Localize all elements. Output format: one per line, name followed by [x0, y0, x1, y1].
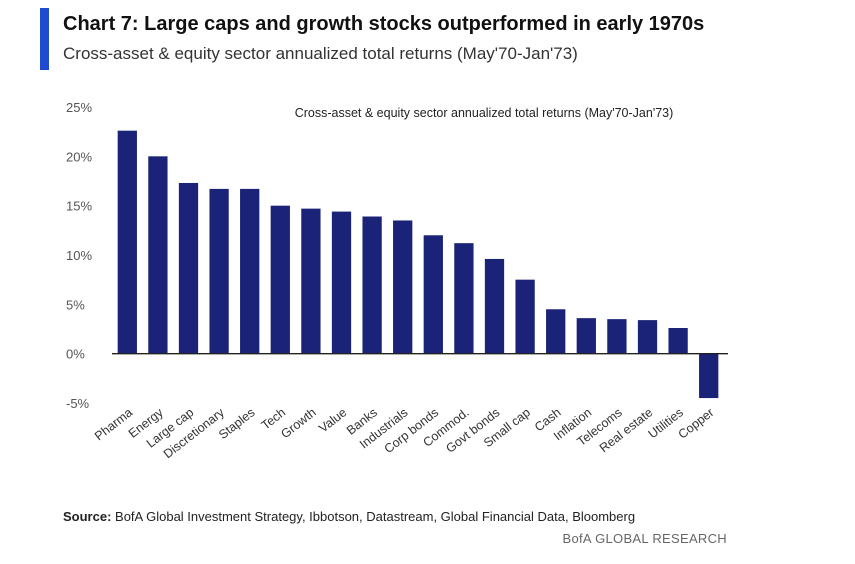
bar: [117, 130, 137, 354]
bar: [668, 328, 688, 354]
y-tick-label: 25%: [66, 100, 92, 115]
bar: [209, 188, 229, 354]
y-tick-label: 10%: [66, 248, 92, 263]
bar: [393, 220, 413, 354]
source-note: Source: BofA Global Investment Strategy,…: [63, 509, 635, 524]
bar: [270, 205, 290, 354]
bar: [576, 318, 596, 354]
bar: [484, 258, 505, 354]
bar: [423, 235, 443, 354]
x-tick-label: Growth: [278, 405, 318, 441]
y-tick-label: 0%: [66, 347, 85, 362]
bar: [148, 156, 168, 354]
bar: [546, 309, 566, 354]
bar: [301, 208, 321, 354]
bar: [515, 279, 535, 354]
x-tick-label: Copper: [676, 405, 717, 441]
bar: [637, 320, 658, 354]
x-tick-label: Pharma: [92, 405, 135, 443]
y-tick-label: 15%: [66, 199, 92, 214]
plot-title: Cross-asset & equity sector annualized t…: [295, 106, 674, 120]
research-credit: BofA GLOBAL RESEARCH: [562, 531, 727, 546]
bar: [178, 182, 199, 354]
accent-bar: [40, 8, 49, 70]
chart-title: Chart 7: Large caps and growth stocks ou…: [63, 13, 705, 35]
bar: [240, 188, 260, 354]
chart-subtitle: Cross-asset & equity sector annualized t…: [63, 44, 578, 63]
bar: [362, 216, 382, 354]
bar: [454, 243, 474, 354]
y-tick-label: -5%: [66, 396, 90, 411]
y-tick-label: 20%: [66, 149, 92, 164]
y-tick-label: 5%: [66, 297, 85, 312]
bar: [607, 319, 627, 354]
source-text: BofA Global Investment Strategy, Ibbotso…: [115, 509, 636, 524]
bar: [331, 211, 352, 354]
bar: [699, 353, 719, 399]
source-label: Source:: [63, 509, 112, 524]
x-tick-label: Value: [316, 405, 349, 435]
